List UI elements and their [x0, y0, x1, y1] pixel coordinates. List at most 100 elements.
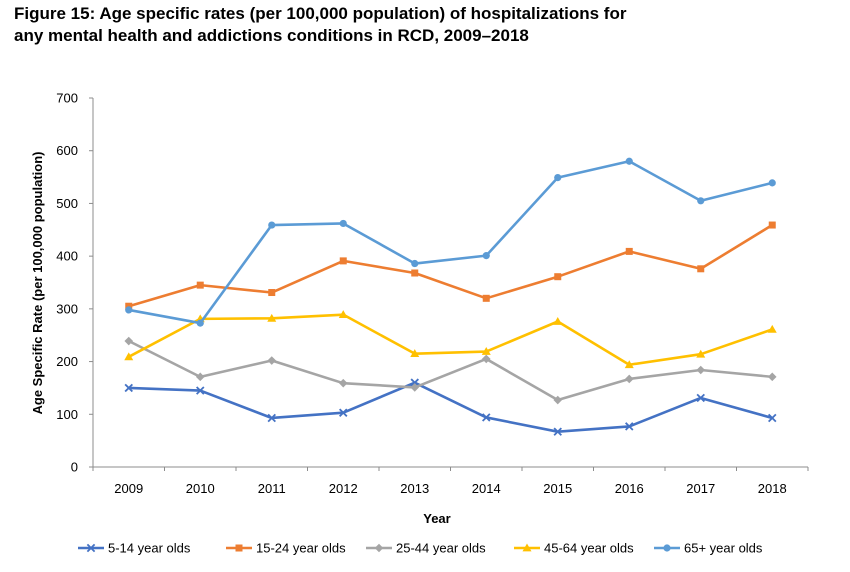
data-point — [267, 356, 277, 365]
data-point — [696, 393, 705, 403]
data-point — [625, 247, 633, 255]
data-point — [696, 365, 706, 375]
data-point — [339, 257, 347, 265]
data-point — [554, 273, 562, 281]
series-line — [127, 313, 774, 367]
x-tick-label: 2010 — [186, 481, 215, 496]
data-point — [624, 374, 634, 384]
series-line — [127, 381, 774, 433]
data-point — [553, 427, 562, 436]
data-point — [267, 313, 277, 322]
data-point — [697, 197, 705, 205]
x-tick-label: 2009 — [114, 481, 143, 496]
y-tick-label: 600 — [56, 143, 78, 158]
data-point — [338, 378, 348, 388]
legend-label: 45-64 year olds — [544, 541, 634, 556]
legend-label: 15-24 year olds — [256, 541, 346, 556]
y-tick-label: 200 — [56, 354, 78, 369]
series-line — [127, 223, 774, 308]
data-point — [625, 157, 633, 165]
data-point — [268, 221, 276, 229]
legend-item: 25-44 year olds — [366, 541, 486, 556]
x-tick-label: 2011 — [258, 481, 286, 496]
data-point — [124, 383, 133, 393]
x-tick-label: 2012 — [329, 481, 358, 496]
x-tick-label: 2018 — [758, 481, 787, 496]
data-point — [124, 336, 134, 346]
legend-item: 45-64 year olds — [514, 541, 634, 556]
data-point — [482, 413, 491, 422]
data-point — [768, 179, 776, 187]
legend-marker — [522, 543, 532, 552]
data-point — [696, 349, 706, 358]
data-point — [268, 289, 276, 297]
series-4 — [124, 310, 777, 369]
legend-item: 65+ year olds — [654, 541, 763, 556]
data-point — [482, 252, 490, 260]
data-point — [338, 310, 348, 319]
y-tick-label: 0 — [71, 460, 78, 475]
x-tick-label: 2016 — [615, 481, 644, 496]
data-point — [196, 281, 204, 289]
legend-label: 5-14 year olds — [108, 541, 191, 556]
y-axis-title: Age Specific Rate (per 100,000 populatio… — [30, 152, 45, 415]
series-3 — [124, 336, 777, 405]
data-point — [553, 317, 563, 325]
data-point — [481, 354, 491, 364]
data-point — [410, 349, 420, 358]
legend-marker — [235, 544, 243, 552]
data-point — [196, 319, 204, 327]
data-point — [482, 294, 490, 302]
series-1 — [124, 378, 777, 436]
data-point — [410, 383, 420, 392]
data-point — [767, 372, 777, 382]
series-2 — [125, 221, 776, 310]
legend-marker — [663, 544, 671, 552]
data-point — [625, 422, 634, 431]
data-point — [339, 408, 348, 417]
data-point — [411, 259, 419, 268]
data-point — [553, 395, 563, 405]
y-tick-label: 500 — [56, 196, 78, 211]
data-point — [481, 347, 491, 355]
y-tick-label: 100 — [56, 407, 78, 422]
x-tick-label: 2014 — [472, 481, 501, 496]
data-point — [339, 219, 347, 228]
data-point — [768, 221, 776, 229]
data-point — [195, 372, 205, 382]
data-point — [196, 386, 205, 395]
data-point — [267, 413, 276, 423]
figure-title-line-2: any mental health and addictions conditi… — [14, 26, 529, 45]
series-line — [127, 159, 774, 325]
legend: 5-14 year olds 15-24 year olds 25-44 year … — [78, 541, 763, 556]
x-tick-label: 2013 — [400, 481, 429, 496]
data-point — [624, 360, 634, 369]
y-tick-label: 700 — [56, 91, 78, 106]
data-point — [554, 173, 562, 182]
data-point — [411, 269, 419, 277]
y-axis: 0 100 200 300 400 500 600 700 — [56, 91, 94, 475]
y-tick-label: 300 — [56, 301, 78, 316]
x-axis: 2009 2010 2011 2012 2013 2014 2015 2016 2017 2018 — [92, 466, 809, 496]
data-point — [125, 306, 133, 314]
y-tick-label: 400 — [56, 249, 78, 264]
data-point — [125, 302, 133, 310]
legend-marker — [374, 543, 384, 553]
legend-marker — [86, 543, 96, 553]
series-line — [127, 339, 774, 402]
x-tick-label: 2015 — [543, 481, 572, 496]
data-point — [124, 352, 134, 361]
data-point — [767, 324, 777, 333]
legend-item: 5-14 year olds — [78, 541, 191, 556]
data-point — [697, 265, 705, 273]
x-axis-title: Year — [423, 511, 450, 526]
legend-label: 25-44 year olds — [396, 541, 486, 556]
data-point — [768, 413, 777, 423]
series-5 — [125, 157, 776, 327]
legend-label: 65+ year olds — [684, 541, 763, 556]
series-layer — [124, 157, 777, 436]
figure-title: Figure 15: Age specific rates (per 100,0… — [14, 3, 814, 47]
legend-item: 15-24 year olds — [226, 541, 346, 556]
x-tick-label: 2017 — [686, 481, 715, 496]
